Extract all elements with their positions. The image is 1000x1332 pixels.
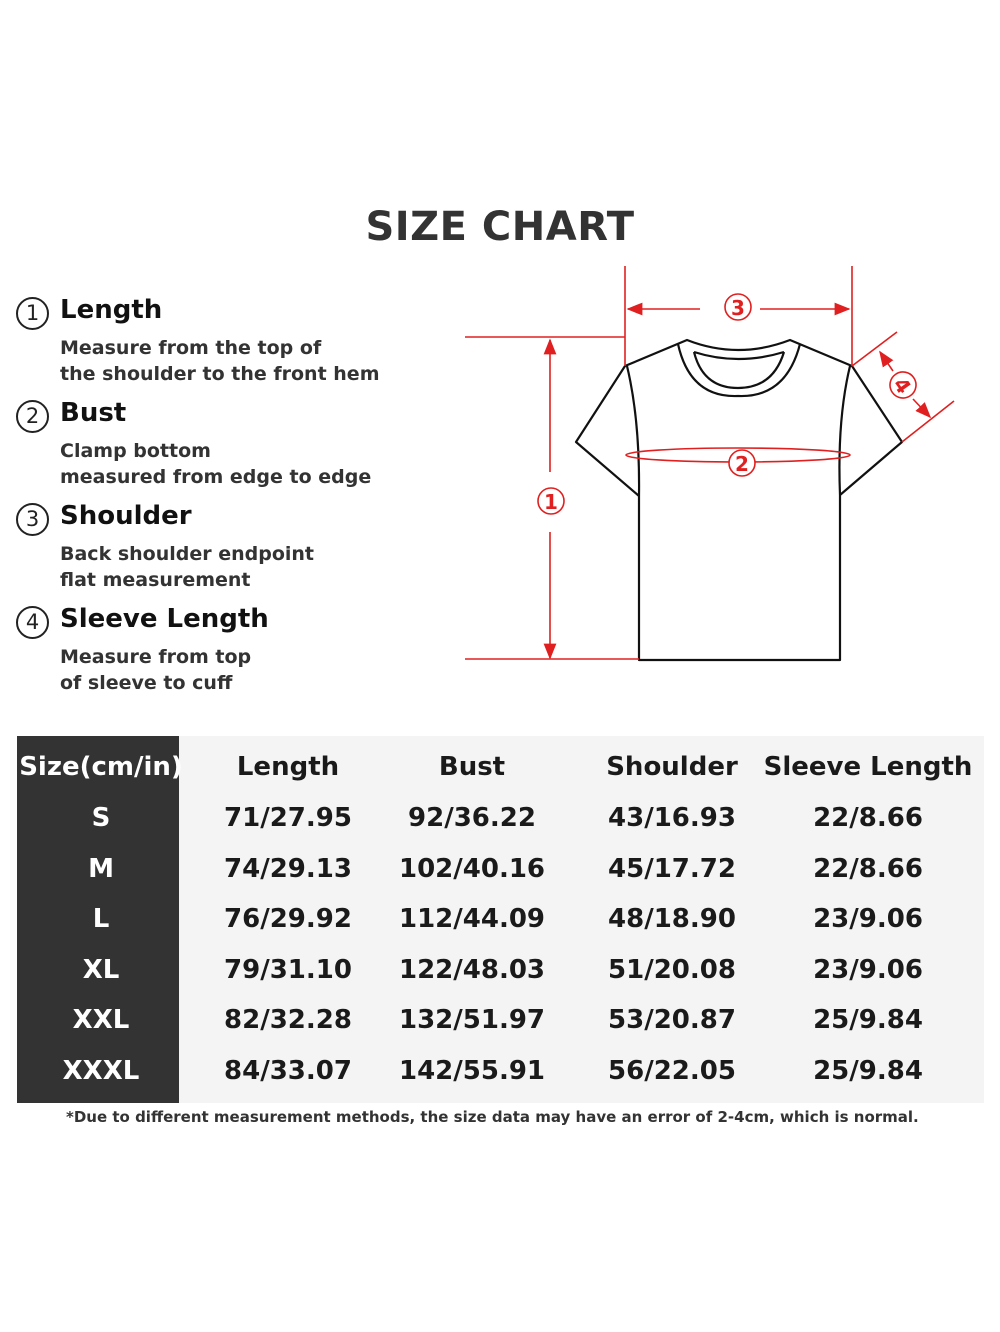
marker-1: 1 [537,487,565,515]
table-cell: 142/55.91 [398,1055,546,1086]
tshirt-diagram: 3 2 1 4 [465,266,955,662]
table-header: Bust [438,752,506,782]
table-cell: 79/31.10 [224,954,352,985]
size-label: M [88,853,114,884]
table-cell: 53/20.87 [608,1005,736,1035]
size-table: Size(cm/in) Length Bust Shoulder Sleeve Leng… [17,736,984,1103]
table-cell: 76/29.92 [224,904,352,934]
size-label: S [91,803,111,833]
number-badge: 2 [16,400,49,433]
table-cell: 22/8.66 [813,853,923,884]
table-cell: 51/20.08 [608,954,736,985]
size-column-bg [17,736,179,1103]
table-cell: 132/51.97 [398,1005,546,1035]
disclaimer-note: *Due to different measurement methods, t… [66,1108,919,1126]
size-label: XXXL [62,1055,140,1086]
table-cell: 71/27.95 [224,803,352,833]
table-cell: 112/44.09 [398,904,546,934]
svg-text:1: 1 [544,490,558,514]
marker-3: 3 [724,293,752,321]
measurement-label: Length [60,295,163,325]
table-cell: 22/8.66 [813,803,923,833]
table-header: Sleeve Length [763,752,973,782]
tshirt-outline [574,338,904,662]
table-cell: 84/33.07 [224,1055,352,1086]
table-cell: 25/9.84 [813,1055,923,1086]
size-label: L [92,904,110,934]
table-cell: 74/29.13 [224,853,352,884]
size-label: XL [82,954,120,985]
table-cell: 102/40.16 [398,853,546,884]
size-label: XXL [72,1005,130,1035]
measurement-label: Bust [60,398,127,428]
measurement-label: Sleeve Length [60,604,269,634]
measurement-desc: Clamp bottom measured from edge to edge [60,440,372,488]
table-cell: 43/16.93 [608,803,736,833]
table-cell: 25/9.84 [813,1005,923,1035]
table-cell: 56/22.05 [608,1055,736,1086]
table-header: Size(cm/in) [19,752,183,782]
number-badge: 3 [16,503,49,536]
measurement-label: Shoulder [60,501,192,531]
measurement-desc: Measure from the top of the shoulder to … [60,337,380,385]
measure-lines [465,266,955,660]
marker-4: 4 [888,371,917,399]
svg-text:3: 3 [731,296,745,320]
table-header: Length [236,752,340,782]
page-title: SIZE CHART [365,204,635,250]
svg-text:2: 2 [735,452,749,476]
number-badge: 4 [16,606,49,639]
table-cell: 122/48.03 [398,954,546,985]
table-cell: 48/18.90 [608,904,736,934]
measurement-desc: Measure from top of sleeve to cuff [60,646,252,694]
measurement-desc: Back shoulder endpoint flat measurement [60,543,315,591]
table-cell: 92/36.22 [408,803,536,833]
marker-2: 2 [728,449,756,477]
table-header: Shoulder [606,752,738,782]
table-cell: 82/32.28 [224,1005,352,1035]
table-cell: 23/9.06 [813,954,923,985]
table-cell: 45/17.72 [608,853,736,884]
table-cell: 23/9.06 [813,904,923,934]
number-badge: 1 [16,297,49,330]
